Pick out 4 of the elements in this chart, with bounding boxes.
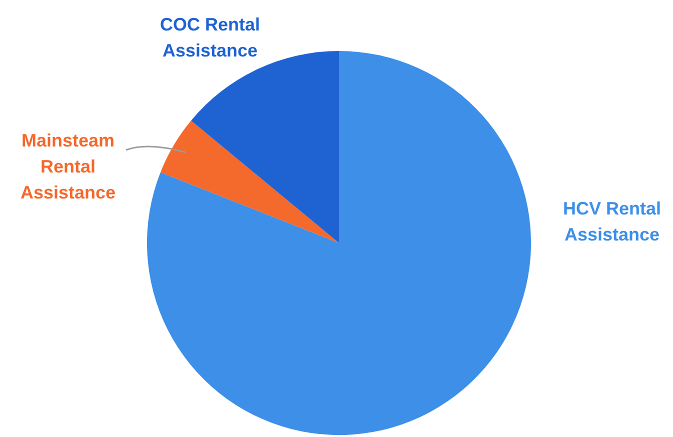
slice-label: COC Rental Assistance bbox=[160, 14, 260, 60]
slice-label: Mainsteam Rental Assistance bbox=[20, 130, 116, 202]
slice-label: HCV Rental Assistance bbox=[562, 198, 662, 244]
pie-slice bbox=[160, 120, 339, 243]
